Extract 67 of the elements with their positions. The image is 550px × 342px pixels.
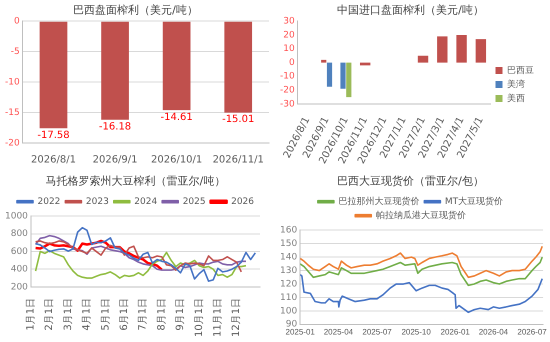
x-tick-label: 8月1日 bbox=[156, 298, 168, 331]
x-tick-label: 1月1日 bbox=[26, 298, 36, 331]
y-tick-label: 130 bbox=[280, 266, 298, 276]
y-tick-label: -15 bbox=[4, 108, 20, 118]
y-tick-label: 10 bbox=[283, 44, 295, 54]
y-tick-label: -10 bbox=[4, 77, 20, 88]
y-tick-label: 20 bbox=[283, 30, 295, 40]
chart-title: 巴西盘面榨利（美元/吨） bbox=[73, 3, 198, 16]
x-tick-label: 6月1日 bbox=[119, 298, 130, 331]
x-tick-label: 2025-04 bbox=[324, 327, 354, 336]
legend-label: 美湾 bbox=[507, 78, 525, 90]
y-tick-label: 30 bbox=[283, 16, 295, 27]
legend-label: 2024 bbox=[134, 197, 158, 208]
y-tick-label: -30 bbox=[280, 99, 295, 110]
x-tick-label: 2025-10 bbox=[401, 327, 432, 336]
y-tick-label: -20 bbox=[280, 86, 295, 96]
legend-label: 帕拉纳瓜港大豆现货价 bbox=[376, 210, 466, 222]
legend-label: 美西 bbox=[507, 92, 525, 104]
data-label: -15.01 bbox=[222, 114, 254, 126]
x-tick-label: 3月1日 bbox=[62, 298, 74, 331]
legend-label: 巴拉那州大豆现货价 bbox=[338, 196, 420, 208]
y-tick-label: 0 bbox=[14, 16, 20, 27]
data-label: -14.61 bbox=[160, 112, 193, 123]
x-tick-label: 2025-07 bbox=[362, 327, 392, 336]
chart-title: 巴西大豆现货价（雷亚尔/包） bbox=[337, 174, 484, 188]
y-tick-label: 200 bbox=[10, 282, 28, 292]
y-tick-label: 800 bbox=[10, 229, 28, 240]
y-tick-label: 90 bbox=[286, 320, 298, 330]
y-tick-label: -20 bbox=[4, 138, 20, 148]
x-tick-label: 2025-01 bbox=[286, 327, 316, 336]
x-tick-label: 2026/8/1 bbox=[31, 154, 76, 166]
x-tick-label: 5月1日 bbox=[100, 298, 112, 331]
x-tick-label: 2026/11/1 bbox=[212, 154, 264, 166]
y-tick-label: 100 bbox=[280, 306, 298, 316]
x-tick-label: 12月1日 bbox=[231, 298, 242, 338]
y-tick-label: -5 bbox=[10, 46, 20, 57]
x-tick-label: 4月1日 bbox=[82, 298, 93, 331]
legend-label: 2025 bbox=[182, 197, 206, 208]
legend-label: 2023 bbox=[86, 197, 109, 208]
x-tick-label: 2月1日 bbox=[44, 298, 56, 331]
y-tick-label: 0 bbox=[288, 58, 295, 68]
y-tick-label: 400 bbox=[10, 264, 28, 275]
data-label: -17.58 bbox=[37, 130, 70, 141]
x-tick-label: 2026-04 bbox=[478, 327, 509, 336]
legend-label: MT大豆现货价 bbox=[444, 196, 504, 208]
y-tick-label: 160 bbox=[280, 226, 298, 236]
y-tick-label: 140 bbox=[280, 252, 298, 262]
chart-title: 马托格罗索州大豆榨利（雷亚尔/吨） bbox=[46, 174, 226, 188]
x-tick-label: 2026-01 bbox=[440, 327, 470, 336]
x-tick-label: 9月1日 bbox=[175, 298, 186, 331]
x-tick-label: 2026/10/1 bbox=[150, 154, 202, 166]
x-tick-label: 2026-07 bbox=[517, 327, 548, 336]
legend-label: 2022 bbox=[37, 197, 60, 208]
y-tick-label: 120 bbox=[280, 279, 298, 290]
y-tick-label: 150 bbox=[280, 239, 298, 249]
y-tick-label: 110 bbox=[280, 292, 298, 303]
y-tick-label: 1000 bbox=[5, 212, 28, 222]
y-tick-label: 600 bbox=[10, 246, 28, 257]
chart-title: 中国进口盘面榨利（美元/吨） bbox=[337, 3, 484, 16]
y-tick-label: -10 bbox=[280, 72, 295, 82]
x-tick-label: 2026/9/1 bbox=[92, 154, 138, 166]
legend-label: 巴西豆 bbox=[507, 64, 534, 76]
x-tick-label: 7月1日 bbox=[138, 298, 149, 331]
data-label: -16.18 bbox=[98, 121, 132, 132]
x-tick-label: 10月1日 bbox=[194, 298, 205, 338]
x-tick-label: 11月1日 bbox=[212, 298, 224, 338]
legend-label: 2026 bbox=[231, 197, 254, 208]
